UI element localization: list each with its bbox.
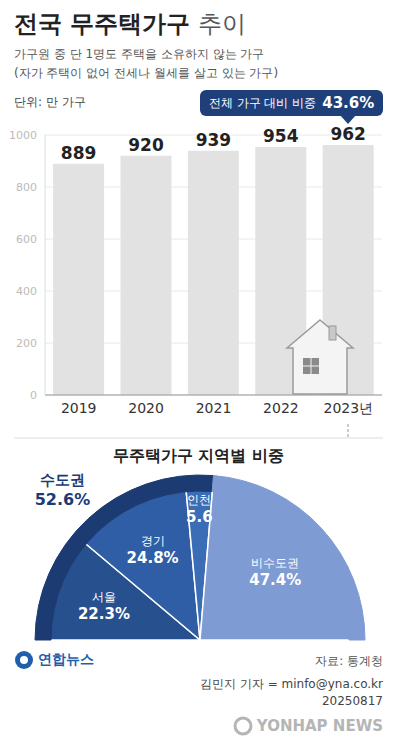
svg-text:1000: 1000 <box>9 129 37 142</box>
svg-text:920: 920 <box>128 135 164 155</box>
svg-text:0: 0 <box>30 389 37 402</box>
html-text:자료: 통계청: 자료: 통계청 <box>315 654 383 668</box>
html-text:20250817: 20250817 <box>321 694 383 708</box>
svg-text:2023년: 2023년 <box>323 400 373 416</box>
svg-text:600: 600 <box>16 233 37 246</box>
svg-text:800: 800 <box>16 181 37 194</box>
svg-text:서울22.3%: 서울22.3% <box>78 590 130 623</box>
svg-text:200: 200 <box>16 337 37 350</box>
svg-text:비수도권47.4%: 비수도권47.4% <box>249 556 301 589</box>
html-text:YONHAP NEWS: YONHAP NEWS <box>256 717 383 735</box>
html-text:전국 무주택가구추이: 전국 무주택가구추이 <box>14 10 246 38</box>
svg-text:경기24.8%: 경기24.8% <box>127 534 179 567</box>
html-text:전체 가구 대비 비중 43.6%: 전체 가구 대비 비중 43.6% <box>208 94 375 112</box>
svg-text:2020: 2020 <box>128 400 164 416</box>
html-text:단위: 만 가구: 단위: 만 가구 <box>14 95 86 109</box>
html-text:가구원 중 단 1명도 주택을 소유하지 않는 가구: 가구원 중 단 1명도 주택을 소유하지 않는 가구 <box>14 47 265 61</box>
svg-text:인천5.6: 인천5.6 <box>186 493 213 526</box>
html-text:(자가 주택이 없어 전세나 월세를 살고 있는 가구): (자가 주택이 없어 전세나 월세를 살고 있는 가구) <box>14 66 279 80</box>
svg-text:2022: 2022 <box>263 400 299 416</box>
svg-text:2019: 2019 <box>61 400 97 416</box>
svg-text:962: 962 <box>330 124 366 144</box>
svg-text:2021: 2021 <box>196 400 232 416</box>
svg-text:수도권52.6%: 수도권52.6% <box>35 471 91 509</box>
svg-text:889: 889 <box>61 143 97 163</box>
svg-text:954: 954 <box>263 126 299 146</box>
svg-text:939: 939 <box>196 130 232 150</box>
html-text:연합뉴스: 연합뉴스 <box>38 651 94 667</box>
svg-text:400: 400 <box>16 285 37 298</box>
html-text:무주택가구 지역별 비중: 무주택가구 지역별 비중 <box>112 446 285 465</box>
html-text:김민지 기자 = minfo@yna.co.kr: 김민지 기자 = minfo@yna.co.kr <box>200 677 383 691</box>
